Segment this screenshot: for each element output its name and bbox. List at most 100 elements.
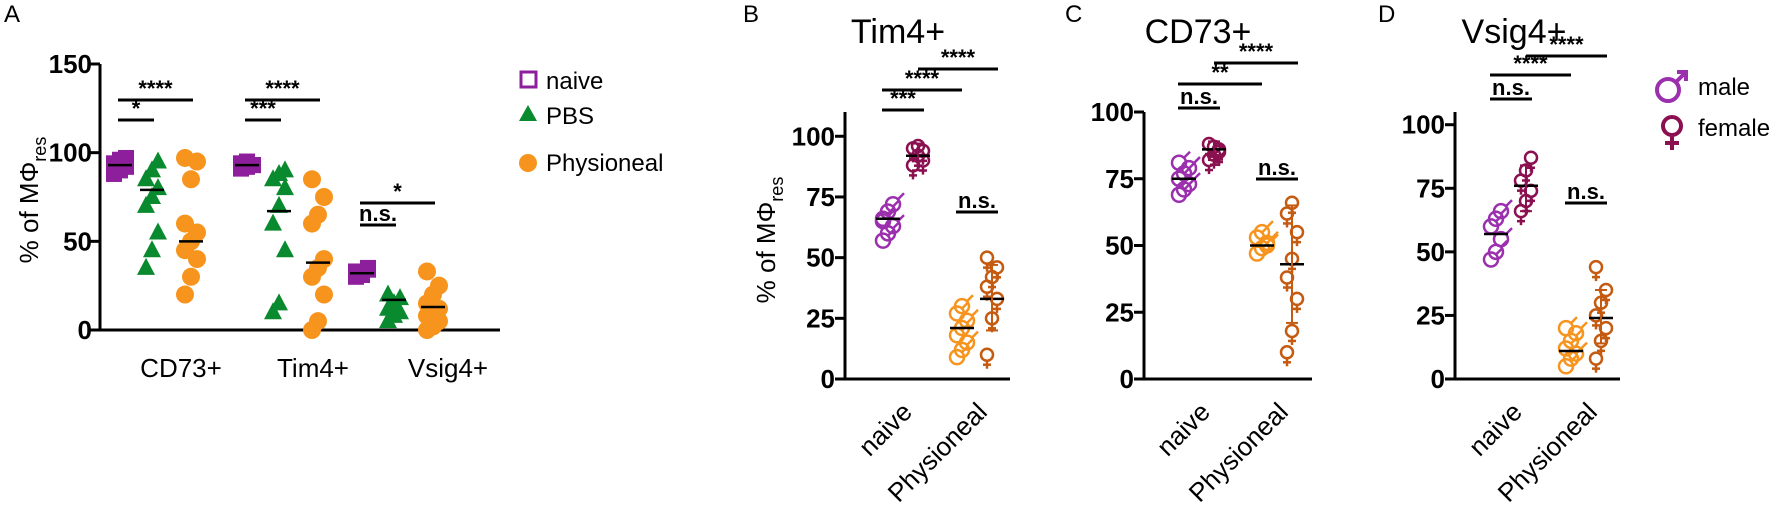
panel-b-point-female — [979, 347, 995, 369]
legend-naive-square-icon — [519, 70, 538, 89]
panel-a-point-pbs — [137, 195, 155, 213]
panel-b-point-male-arrow — [966, 337, 974, 346]
panel-a-ytick-label-100: 100 — [49, 138, 92, 168]
panel-a-point-physioneal — [176, 214, 194, 233]
panel-d-ytick-label-25: 25 — [1416, 300, 1445, 330]
legend-male-label: male — [1698, 74, 1750, 101]
panel-b-point-male-arrow — [897, 214, 905, 222]
panel-label-d: D — [1378, 1, 1395, 28]
panel-a-point-pbs — [137, 257, 155, 275]
panel-label-b: B — [743, 1, 759, 28]
panel-a-point-pbs — [137, 169, 155, 187]
panel-c-significance-label: n.s. — [1180, 84, 1218, 109]
panel-a-point-pbs — [385, 293, 403, 311]
panel-a-point-physioneal — [309, 312, 327, 331]
panel-b-title: Tim4+ — [851, 13, 945, 51]
panel-d-point-male-arrow — [1500, 206, 1508, 215]
panel-b-category-naive: naive — [853, 397, 918, 462]
panel-d-ytick-label-50: 50 — [1416, 237, 1445, 267]
legend-pbs-triangle-icon — [519, 105, 537, 121]
panel-a-point-physioneal — [182, 170, 200, 189]
legend-female-symbol-icon — [1661, 115, 1683, 150]
panel-d-significance-label: n.s. — [1567, 179, 1605, 204]
panel-b-y-axis-label: % of MΦres — [751, 177, 787, 304]
panel-d-legend: male female — [1655, 70, 1770, 150]
panel-d-point-male-ring — [1492, 230, 1510, 248]
legend-physioneal-label: Physioneal — [546, 150, 663, 177]
panel-b-point-female-ring — [979, 347, 995, 362]
legend-pbs-label: PBS — [546, 103, 594, 130]
panel-d-ytick-label-100: 100 — [1402, 110, 1445, 140]
panel-b-point-male-arrow — [892, 221, 900, 230]
panel-b-ytick-label-100: 100 — [792, 121, 835, 151]
panel-c-point-male-ring — [1170, 186, 1188, 204]
panel-b-point-male-arrow — [971, 308, 979, 317]
panel-c-title: CD73+ — [1145, 13, 1252, 51]
panel-c-point-male-arrow — [1266, 220, 1274, 229]
panel-c-point-male-arrow — [1183, 150, 1191, 159]
panel-c-ytick-label-25: 25 — [1105, 297, 1134, 327]
panel-d-point-male — [1492, 199, 1513, 220]
panel-a-category-tim4: Tim4+ — [277, 353, 349, 383]
panel-b-point-male-arrow — [887, 209, 895, 218]
panel-a-category-vsig4: Vsig4+ — [408, 353, 488, 383]
panel-d-point-male — [1557, 316, 1578, 337]
panel-c-point-female — [1284, 323, 1300, 345]
legend-male-symbol-icon — [1655, 70, 1688, 103]
panel-label-c: C — [1065, 1, 1082, 28]
panel-a-point-physioneal — [315, 285, 333, 304]
panel-b-ytick-label-50: 50 — [806, 243, 835, 273]
legend-physioneal-circle-icon — [519, 154, 537, 172]
panel-a-significance-label: **** — [265, 76, 300, 101]
panel-a-ytick-label-0: 0 — [78, 315, 92, 345]
panel-a-point-pbs — [264, 302, 282, 320]
panel-b-point-male-arrow — [961, 301, 969, 310]
panel-a-category-cd73: CD73+ — [140, 353, 222, 383]
legend-female-label: female — [1698, 115, 1770, 142]
panel-a-significance-label: * — [393, 179, 402, 204]
panel-c-point-male-arrow — [1271, 230, 1279, 239]
panel-c-point-male — [1170, 150, 1191, 171]
panel-b-point-male-arrow — [971, 330, 979, 339]
panel-a-point-pbs — [276, 160, 294, 178]
panel-d-point-male-arrow — [1580, 321, 1588, 330]
panel-a-point-physioneal — [176, 148, 194, 167]
panel-a-y-axis-label: % of MΦres — [14, 137, 50, 264]
panel-c-significance-label: n.s. — [1258, 155, 1296, 180]
panel-b-ytick-label-0: 0 — [821, 364, 835, 394]
panel-a-point-physioneal — [303, 170, 321, 189]
panel-d-point-male-ring — [1557, 319, 1575, 337]
panel-c-point-female — [1279, 345, 1295, 367]
panel-label-a: A — [4, 1, 20, 28]
panel-a-point-physioneal — [430, 276, 448, 295]
panel-b-point-male-ring — [874, 212, 892, 230]
panel-d-point-male-arrow — [1580, 341, 1588, 350]
panel-a-point-pbs — [270, 195, 288, 213]
panel-a-ytick-label-150: 150 — [49, 49, 92, 79]
panel-d-point-male-arrow — [1570, 316, 1578, 325]
panel-b-point-male-ring — [953, 297, 971, 315]
panel-a-point-physioneal — [315, 188, 333, 206]
panel-c-ytick-label-100: 100 — [1091, 97, 1134, 127]
panel-d-point-male-ring — [1492, 202, 1510, 220]
panel-c-point-male-arrow — [1271, 233, 1279, 242]
panel-b-point-male-arrow — [966, 316, 974, 324]
panel-c-category-naive: naive — [1151, 397, 1216, 462]
panel-b-point-male-arrow — [897, 192, 905, 201]
panel-c-point-male-arrow — [1193, 156, 1201, 164]
panel-d-point-female-ring — [1523, 150, 1539, 166]
panel-c-significance-label: **** — [1239, 39, 1274, 64]
panel-b-significance-label: **** — [941, 45, 976, 70]
panel-c-significance-label: ** — [1211, 60, 1229, 85]
panel-a-point-physioneal — [309, 205, 327, 224]
panel-a-point-pbs — [264, 213, 282, 231]
panel-d-point-male-arrow — [1495, 247, 1503, 256]
panel-a-point-pbs — [149, 151, 167, 169]
panel-a-point-pbs — [143, 187, 161, 204]
panel-b-ytick-label-75: 75 — [806, 182, 835, 212]
panel-a-point-pbs — [143, 160, 161, 178]
panel-d-ytick-label-0: 0 — [1431, 364, 1445, 394]
panel-a-point-physioneal — [182, 267, 200, 286]
